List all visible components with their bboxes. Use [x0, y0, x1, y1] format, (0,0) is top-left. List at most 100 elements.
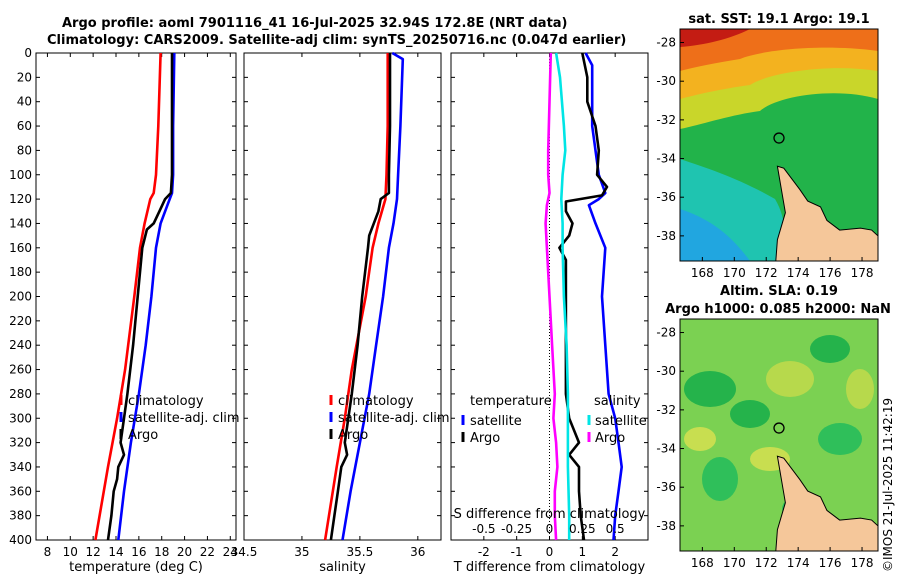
legend-label: satellite [595, 414, 647, 429]
series-line-climatology [323, 53, 390, 541]
lon-tick-label: 168 [691, 266, 714, 280]
argo-float-marker [773, 132, 785, 144]
lat-tick-label: -30 [656, 74, 676, 88]
y-tick-label: 160 [9, 241, 32, 255]
legend-label: Argo [128, 428, 158, 443]
legend-label: climatology [338, 394, 414, 409]
lon-tick-label: 176 [819, 556, 842, 570]
timestamp-stamp: ©IMOS 21-Jul-2025 11:42:19 [881, 397, 895, 572]
x-tick-label: 35.5 [347, 545, 374, 559]
panel-temperature: 0 20 40 60 80 100 120 140 160 180 200 220 240 260 280 3… [9, 46, 240, 575]
panel-salinity: 34.5 35 35.5 36 salinity climatology satellite… [231, 51, 450, 575]
lon-tick-label: 168 [691, 556, 714, 570]
x-axis-label: T difference from climatology [453, 560, 646, 575]
x-tick-label: 20 [177, 545, 192, 559]
s-tick-label: 0.5 [606, 522, 625, 536]
lat-tick-label: -38 [656, 519, 676, 533]
figure-title-line1: Argo profile: aoml 7901116_41 16-Jul-202… [62, 16, 568, 31]
s-tick-label: 0.25 [569, 522, 596, 536]
s-tick-label: 0 [546, 522, 554, 536]
y-tick-label: 380 [9, 509, 32, 523]
x-tick-label: -2 [478, 545, 490, 559]
sla-anomaly-patch [818, 423, 862, 455]
y-tick-label: 300 [9, 411, 32, 425]
lat-tick-label: -34 [656, 152, 676, 166]
sla-anomaly-patch [846, 369, 874, 409]
x-axis-label: salinity [319, 560, 366, 575]
x-tick-label: 1 [579, 545, 587, 559]
diff-line-salinity-satellite [554, 52, 571, 540]
sla-anomaly-patch [684, 371, 736, 407]
hottest-corner [680, 29, 750, 47]
x-tick-label: 10 [63, 545, 78, 559]
x-tick-label: 12 [86, 545, 101, 559]
lon-tick-label: 170 [723, 266, 746, 280]
x-tick-label: 2 [611, 545, 619, 559]
lat-tick-label: -30 [656, 364, 676, 378]
y-tick-label: 40 [17, 95, 32, 109]
y-tick-label: 400 [9, 533, 32, 547]
x-tick-label: -1 [511, 545, 523, 559]
y-tick-label: 360 [9, 484, 32, 498]
y-tick-label: 200 [9, 290, 32, 304]
legend-title-salinity: salinity [594, 394, 641, 409]
legend-label: satellite-adj. clim [128, 411, 240, 426]
x-tick-label: 35 [294, 545, 309, 559]
y-tick-label: 0 [24, 46, 32, 60]
y-tick-label: 80 [17, 143, 32, 157]
x-tick-label: 34.5 [231, 545, 258, 559]
legend-title-temperature: temperature [470, 394, 552, 409]
diff-line-salinity-argo [544, 52, 559, 541]
map-frame [679, 318, 879, 552]
lat-tick-label: -28 [656, 326, 676, 340]
series-line-satellite-adj-clim [341, 51, 405, 541]
lon-tick-label: 172 [755, 556, 778, 570]
map-sla: -28 -30 -32 -34 -36 -38 168 170 172 174 176 178 [656, 318, 879, 570]
x-tick-label: 14 [108, 545, 123, 559]
y-tick-label: 220 [9, 314, 32, 328]
coldest-water [680, 209, 750, 261]
series-line-argo [106, 53, 174, 541]
s-tick-label: -0.25 [501, 522, 532, 536]
sla-anomaly-patch [702, 457, 738, 501]
series-line-climatology [94, 52, 162, 541]
lon-tick-label: 174 [787, 266, 810, 280]
y-tick-label: 20 [17, 70, 32, 84]
y-tick-label: 100 [9, 168, 32, 182]
y-tick-label: 320 [9, 436, 32, 450]
plot-frame [35, 52, 237, 541]
lon-tick-label: 170 [723, 556, 746, 570]
lat-tick-label: -36 [656, 190, 676, 204]
lat-tick-label: -38 [656, 229, 676, 243]
legend-label: Argo [470, 431, 500, 446]
lon-tick-label: 174 [787, 556, 810, 570]
sla-anomaly-patch [684, 427, 716, 451]
sla-anomaly-patch [766, 361, 814, 397]
panel-difference-from-climatology: -2 -1 0 1 2T difference from climatology S di… [450, 52, 649, 575]
lat-tick-label: -36 [656, 480, 676, 494]
lon-tick-label: 172 [755, 266, 778, 280]
map-frame [679, 28, 879, 262]
y-tick-label: 120 [9, 192, 32, 206]
hot-band [680, 29, 878, 71]
x-tick-label: 24 [223, 545, 238, 559]
y-tick-label: 60 [17, 119, 32, 133]
lat-tick-label: -28 [656, 36, 676, 50]
legend-label: Argo [595, 431, 625, 446]
map-sst: -28 -30 -32 -34 -36 -38 168 170 172 174 176 178 [656, 28, 879, 280]
x-tick-label: 0 [546, 545, 554, 559]
x-tick-label: 22 [200, 545, 215, 559]
lon-tick-label: 178 [851, 556, 874, 570]
y-tick-label: 280 [9, 387, 32, 401]
sla-anomaly-patch [730, 400, 770, 428]
land-new-zealand [775, 455, 878, 551]
y-tick-label: 340 [9, 460, 32, 474]
y-tick-label: 180 [9, 265, 32, 279]
s-axis-label: S difference from climatology [454, 507, 646, 522]
lon-tick-label: 178 [851, 266, 874, 280]
y-tick-label: 260 [9, 363, 32, 377]
lat-tick-label: -32 [656, 113, 676, 127]
legend-label: satellite [470, 414, 522, 429]
sla-map-title: Altim. SLA: 0.19 [720, 284, 838, 299]
